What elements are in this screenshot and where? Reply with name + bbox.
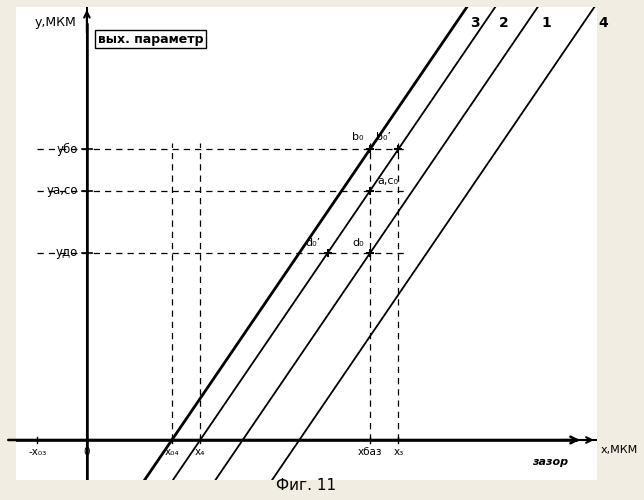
Text: d₀’: d₀’ [305, 238, 321, 248]
Text: x₀₄: x₀₄ [165, 447, 179, 457]
Text: 4: 4 [598, 16, 608, 30]
Text: 2: 2 [499, 16, 509, 30]
Text: Фиг. 11: Фиг. 11 [276, 478, 336, 492]
Text: 3: 3 [471, 16, 480, 30]
Text: yдо: yдо [56, 246, 79, 260]
Text: yбо: yбо [57, 142, 79, 156]
Text: -x₀₃: -x₀₃ [28, 447, 46, 457]
Text: xбаз: xбаз [358, 447, 383, 457]
Text: x,МКМ: x,МКМ [600, 444, 638, 454]
Text: 0: 0 [84, 447, 90, 457]
Text: 1: 1 [542, 16, 551, 30]
Text: a,c₀: a,c₀ [377, 176, 398, 186]
Text: вых. параметр: вых. параметр [97, 33, 203, 46]
Text: yа,со: yа,со [47, 184, 79, 197]
Text: b₀’: b₀’ [376, 132, 392, 142]
Text: x₃: x₃ [393, 447, 404, 457]
Text: y,МКМ: y,МКМ [35, 16, 76, 28]
Text: зазор: зазор [533, 458, 569, 468]
Text: b₀: b₀ [352, 132, 363, 142]
Text: d₀: d₀ [353, 238, 365, 248]
Text: x₄: x₄ [195, 447, 205, 457]
